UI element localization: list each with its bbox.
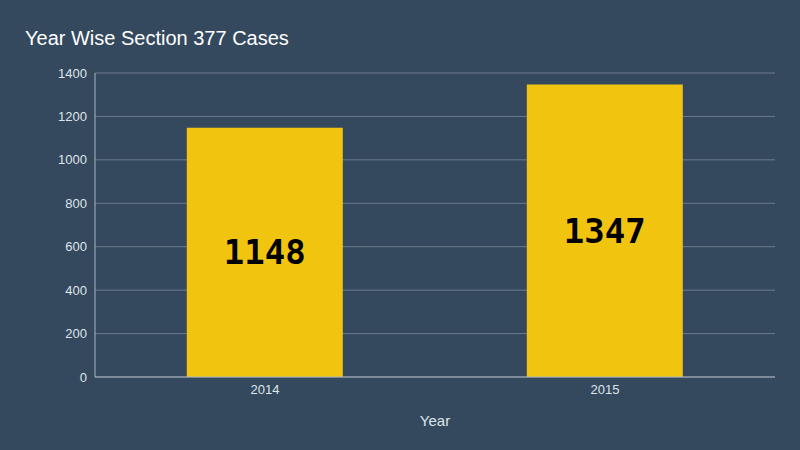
svg-text:1200: 1200 [58, 109, 87, 124]
html-text:Year Wise Section 377 Cases: Year Wise Section 377 Cases [25, 27, 289, 49]
svg-text:1347: 1347 [564, 211, 646, 251]
svg-text:400: 400 [65, 283, 87, 298]
svg-text:2015: 2015 [591, 382, 620, 397]
svg-text:600: 600 [65, 239, 87, 254]
svg-text:200: 200 [65, 326, 87, 341]
svg-text:0: 0 [80, 370, 87, 385]
svg-text:1000: 1000 [58, 152, 87, 167]
svg-text:2014: 2014 [251, 382, 280, 397]
svg-text:1148: 1148 [224, 232, 306, 272]
svg-text:800: 800 [65, 196, 87, 211]
svg-text:1400: 1400 [58, 66, 87, 81]
svg-text:Year: Year [420, 412, 450, 429]
